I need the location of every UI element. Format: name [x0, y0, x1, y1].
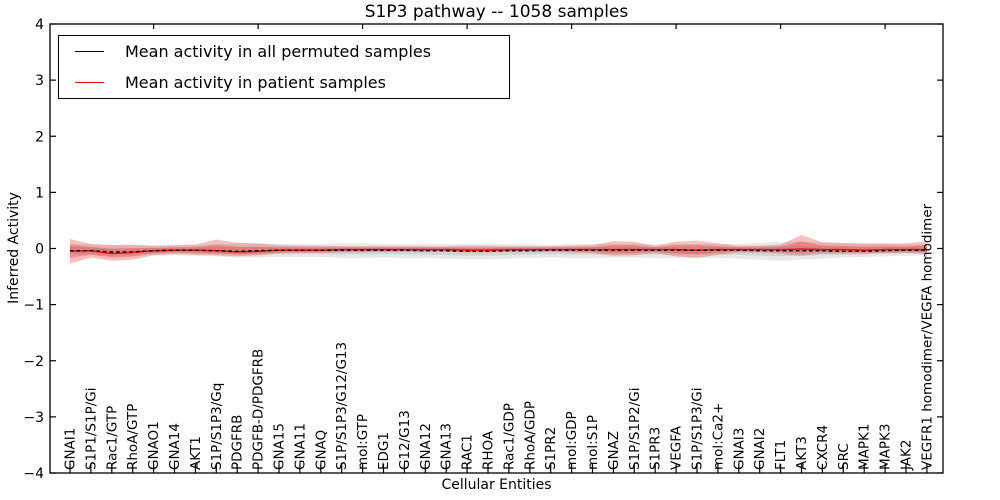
y-tick-label: 3: [35, 73, 44, 89]
x-tick-label: GNA12: [418, 423, 434, 470]
x-tick-label: GNAO1: [146, 421, 162, 470]
x-tick-label: S1P/S1P3/G12/G13: [334, 342, 350, 470]
x-tick-label: S1PR3: [648, 427, 664, 470]
x-tick-label: GNA13: [439, 423, 455, 470]
y-tick-label: −4: [23, 466, 44, 482]
x-tick-label: S1PR2: [543, 427, 559, 470]
permuted-band-outer: [70, 241, 927, 261]
x-tick-label: RhoA/GDP: [522, 401, 538, 470]
y-tick-label: −1: [23, 298, 44, 314]
x-tick-label: mol:GTP: [355, 414, 371, 470]
x-tick-label: G12/G13: [397, 410, 413, 470]
permuted-mean-line: [70, 249, 927, 253]
y-tick-label: 2: [35, 129, 44, 145]
permuted-line-swatch: [75, 51, 104, 52]
x-tick-label: GNA15: [272, 423, 288, 470]
x-tick-label: GNAI1: [63, 428, 79, 470]
x-axis-title: Cellular Entities: [441, 477, 552, 493]
x-tick-label: AKT1: [188, 436, 204, 470]
x-tick-label: mol:GDP: [564, 411, 580, 470]
legend-label-permuted: Mean activity in all permuted samples: [125, 42, 432, 61]
x-tick-label: GNAQ: [313, 430, 329, 470]
x-tick-label: S1P1/S1P/Gi: [83, 388, 99, 471]
y-axis-title: Inferred Activity: [6, 192, 22, 304]
x-tick-label: AKT3: [794, 436, 810, 470]
x-tick-label: Rac1/GTP: [104, 406, 120, 470]
chart-title: S1P3 pathway -- 1058 samples: [364, 2, 629, 22]
x-tick-label: S1P/S1P3/Gq: [209, 383, 225, 470]
x-tick-label: VEGFA: [669, 425, 685, 470]
x-tick-label: JAK2: [899, 440, 915, 471]
x-tick-label: RAC1: [460, 434, 476, 470]
y-tick-label: −3: [23, 410, 44, 426]
y-tick-label: 1: [35, 185, 44, 201]
x-tick-label: RhoA/GTP: [125, 404, 141, 470]
patient-mean-line: [69, 248, 927, 255]
x-tick-label: GNAZ: [606, 431, 622, 470]
legend-label-patient: Mean activity in patient samples: [125, 73, 386, 92]
x-tick-label: GNAI2: [752, 428, 768, 470]
x-tick-label: RHOA: [481, 430, 497, 470]
x-tick-label: GNA14: [167, 423, 183, 470]
patient-line-swatch: [75, 82, 104, 83]
x-tick-label: mol:S1P: [585, 415, 601, 470]
legend: Mean activity in all permuted samples Me…: [58, 35, 510, 99]
x-tick-label: GNA11: [292, 423, 308, 470]
x-tick-label: GNAI3: [731, 428, 747, 470]
x-tick-label: MAPK1: [857, 424, 873, 470]
x-tick-label: FLT1: [773, 440, 789, 470]
x-tick-label: VEGFR1 homodimer/VEGFA homodimer: [919, 203, 935, 470]
x-tick-label: MAPK3: [878, 424, 894, 470]
x-tick-label: Rac1/GDP: [501, 403, 517, 470]
legend-item-patient: Mean activity in patient samples: [59, 68, 509, 98]
x-tick-label: PDGFRB: [230, 415, 246, 470]
x-tick-label: mol:Ca2+: [710, 403, 726, 470]
x-tick-label: EDG1: [376, 432, 392, 470]
x-tick-label: S1P/S1P2/Gi: [627, 388, 643, 471]
permuted-band-inner: [70, 245, 927, 257]
y-tick-label: 4: [35, 17, 44, 33]
y-tick-label: −2: [23, 354, 44, 370]
legend-item-permuted: Mean activity in all permuted samples: [59, 37, 509, 67]
x-tick-label: CXCR4: [815, 425, 831, 470]
x-tick-label: PDGFB-D/PDGFRB: [251, 349, 267, 470]
x-tick-label: S1P/S1P3/Gi: [690, 388, 706, 471]
x-tick-label: SRC: [836, 443, 852, 470]
y-tick-label: 0: [35, 242, 44, 258]
